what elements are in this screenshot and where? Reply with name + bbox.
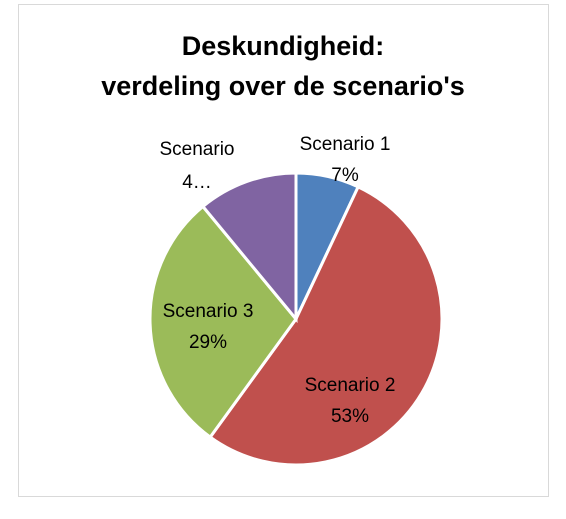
slice-label: Scenario 3	[163, 301, 254, 322]
chart-title: verdeling over de scenario's	[101, 71, 465, 101]
value-label: 7%	[331, 165, 359, 186]
value-label: 29%	[189, 332, 227, 353]
pie-slice	[148, 204, 298, 440]
label-line: 4…	[182, 172, 212, 193]
slice-label: Scenario 1	[300, 134, 391, 155]
chart-title: Deskundigheid:	[182, 31, 385, 61]
slice-label: Scenario 4…	[160, 139, 235, 193]
slice-label: Scenario 2	[305, 375, 396, 396]
label-line: Scenario	[160, 139, 235, 160]
pie-slice	[200, 171, 298, 324]
value-label: 53%	[331, 406, 369, 427]
pie-slice	[208, 184, 444, 467]
